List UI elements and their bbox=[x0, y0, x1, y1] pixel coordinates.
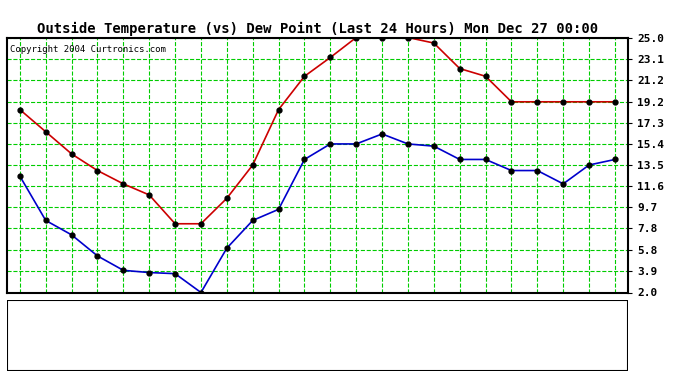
Text: 16:00: 16:00 bbox=[403, 304, 413, 338]
Text: 18:00: 18:00 bbox=[455, 304, 464, 338]
Text: 22:00: 22:00 bbox=[558, 304, 568, 338]
Text: 03:00: 03:00 bbox=[67, 304, 77, 338]
Text: 09:00: 09:00 bbox=[222, 304, 232, 338]
Text: 00:00: 00:00 bbox=[610, 304, 620, 338]
Text: 23:00: 23:00 bbox=[584, 304, 594, 338]
Text: 10:00: 10:00 bbox=[248, 304, 257, 338]
Text: 01:00: 01:00 bbox=[15, 304, 25, 338]
Text: 21:00: 21:00 bbox=[533, 304, 542, 338]
Title: Outside Temperature (vs) Dew Point (Last 24 Hours) Mon Dec 27 00:00: Outside Temperature (vs) Dew Point (Last… bbox=[37, 22, 598, 36]
Bar bbox=[7, 300, 628, 371]
Text: 17:00: 17:00 bbox=[429, 304, 439, 338]
Text: 15:00: 15:00 bbox=[377, 304, 387, 338]
Text: 20:00: 20:00 bbox=[506, 304, 516, 338]
Text: 13:00: 13:00 bbox=[326, 304, 335, 338]
Text: 04:00: 04:00 bbox=[92, 304, 102, 338]
Text: 07:00: 07:00 bbox=[170, 304, 180, 338]
Text: 08:00: 08:00 bbox=[196, 304, 206, 338]
Text: 19:00: 19:00 bbox=[481, 304, 491, 338]
Text: 12:00: 12:00 bbox=[299, 304, 309, 338]
Text: 11:00: 11:00 bbox=[274, 304, 284, 338]
Text: 14:00: 14:00 bbox=[351, 304, 361, 338]
Text: 05:00: 05:00 bbox=[119, 304, 128, 338]
Text: 06:00: 06:00 bbox=[144, 304, 154, 338]
Text: 02:00: 02:00 bbox=[41, 304, 50, 338]
Text: Copyright 2004 Curtronics.com: Copyright 2004 Curtronics.com bbox=[10, 45, 166, 54]
